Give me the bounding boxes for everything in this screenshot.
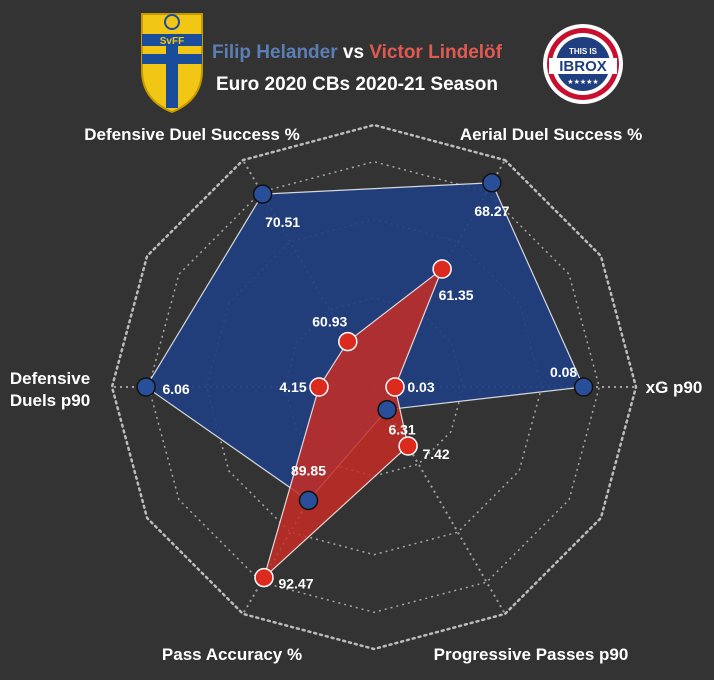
axis-label: Progressive Passes p90	[433, 645, 629, 664]
axis-label: Aerial Duel Success %	[459, 125, 643, 144]
sweden-football-crest: SvFF	[141, 13, 203, 114]
this-is-ibrox-logo: THIS IS IBROX ★★★★★	[543, 24, 623, 104]
series-2-point	[254, 567, 274, 588]
series-1-value-label: 0.08	[550, 364, 577, 380]
axis-label: Defensive Duels p90	[9, 369, 91, 410]
series-1-value-label: 68.27	[474, 203, 509, 219]
axis-label: Pass Accuracy %	[161, 645, 303, 664]
series-2-point	[309, 377, 329, 397]
player2-name: Victor Lindelöf	[369, 42, 502, 63]
grid-ring-outer	[110, 123, 638, 651]
series-1-point	[136, 377, 156, 397]
series-1-point	[252, 184, 273, 204]
series-2-value-label: 92.47	[278, 576, 313, 592]
vs-text: vs	[342, 42, 365, 63]
series-2-value-label: 0.03	[407, 379, 434, 395]
axis-label: xG p90	[645, 378, 703, 397]
player1-name: Filip Helander	[211, 42, 338, 63]
series-1-point	[573, 377, 594, 397]
radar-series	[136, 173, 594, 588]
logo-main-text: IBROX	[559, 58, 607, 75]
series-1-value-label: 6.31	[388, 422, 415, 438]
value-labels: 68.27 0.08 6.31 89.85 6.06 70.51 61.35 0.03 7.42…	[162, 203, 577, 592]
chart-subtitle: Euro 2020 CBs 2020-21 Season	[216, 74, 498, 95]
series-1-point	[298, 490, 319, 511]
crest-text: SvFF	[160, 36, 184, 47]
series-2-point	[432, 259, 452, 279]
series-2-value-label: 4.15	[279, 379, 306, 395]
series-1-value-label: 89.85	[291, 462, 326, 478]
series-1-value-label: 70.51	[265, 214, 300, 230]
axis-label: Defensive Duel Success %	[84, 125, 300, 144]
chart-title: Filip Helander vs Victor Lindelöf	[0, 42, 714, 64]
series-1-point	[482, 173, 502, 193]
series-2-point	[385, 377, 405, 397]
logo-stars: ★★★★★	[567, 78, 598, 86]
series-2-value-label: 61.35	[439, 287, 474, 303]
series-2-point	[338, 331, 358, 352]
series-1-value-label: 6.06	[162, 381, 189, 397]
series-2-point	[398, 436, 418, 456]
series-2-value-label: 7.42	[422, 446, 449, 462]
series-2-value-label: 60.93	[312, 314, 347, 330]
logo-top-text: THIS IS	[569, 47, 598, 56]
series-1-point	[377, 399, 397, 420]
